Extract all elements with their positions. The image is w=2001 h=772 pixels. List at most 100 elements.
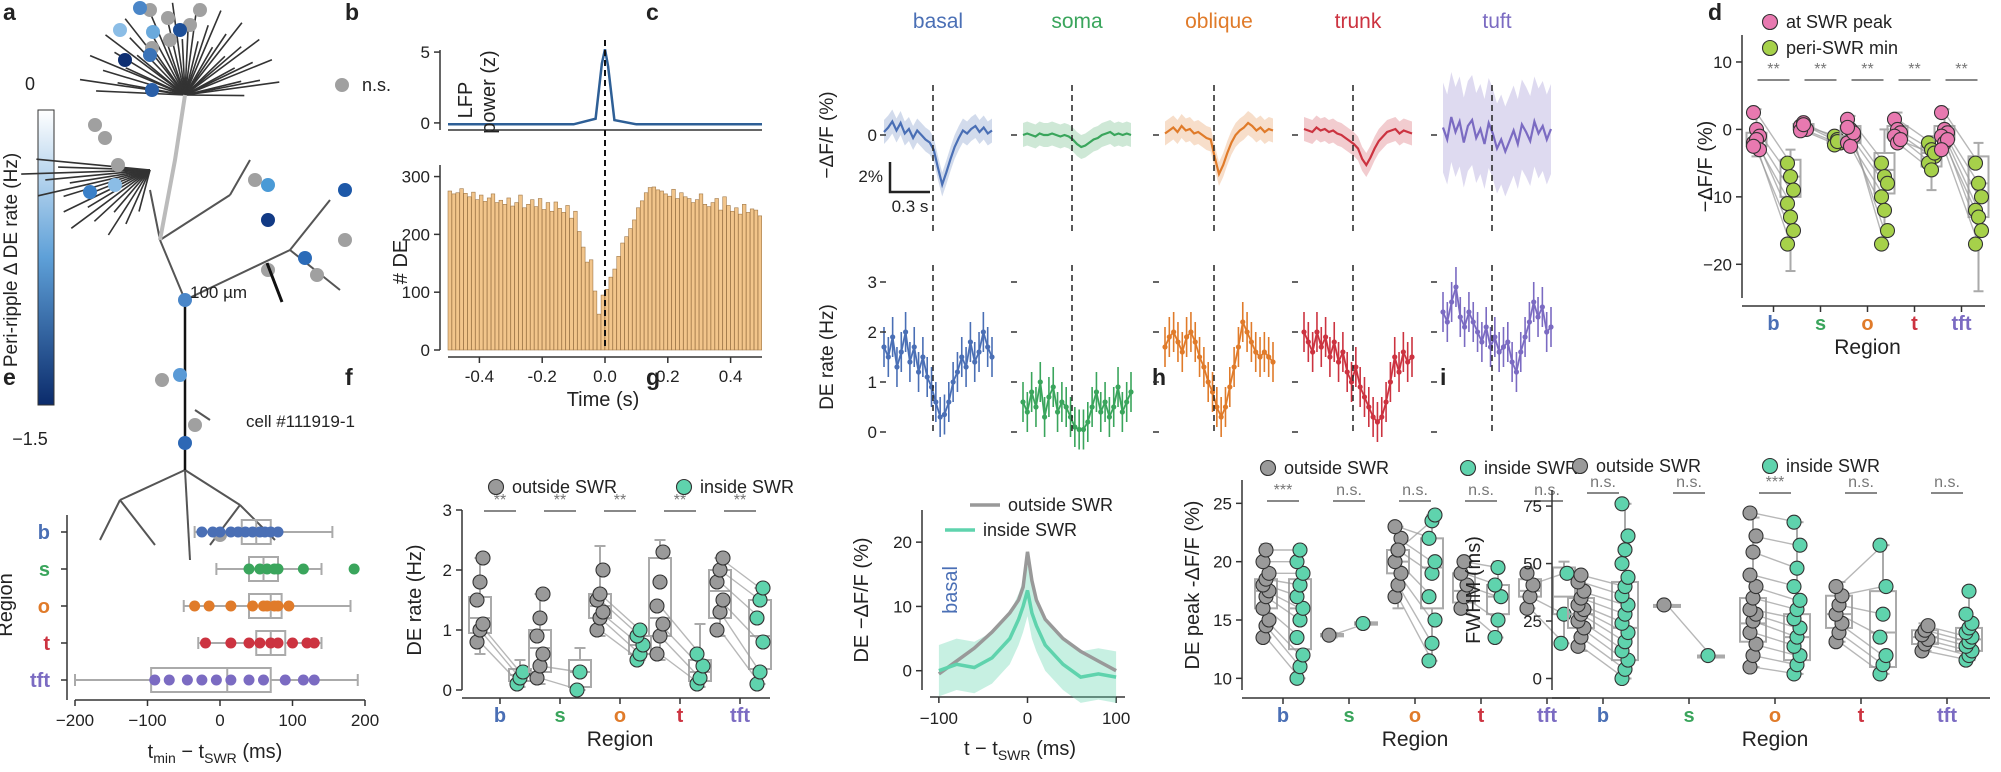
cell-id-label: cell #111919-1 (246, 412, 355, 431)
site-dot (261, 178, 275, 192)
data-point (203, 600, 215, 612)
histogram-bar (565, 205, 570, 351)
site-dot-ns (310, 268, 324, 282)
histogram-bar (588, 259, 594, 351)
panel-letter: d (1708, 0, 1722, 25)
category-label-tft: tft (1937, 705, 1957, 727)
hist-x-tick-label: -0.4 (465, 367, 494, 386)
trace-error-band (1304, 115, 1412, 177)
tuft-branch (184, 3, 199, 96)
dendrite-branch (289, 199, 331, 251)
histogram-bar (663, 193, 668, 351)
legend-label: peri-SWR min (1786, 38, 1898, 58)
data-point (695, 658, 711, 674)
data-point (1842, 138, 1859, 154)
data-point (535, 586, 551, 602)
data-point (149, 674, 161, 686)
legend-ns-label: n.s. (362, 75, 391, 95)
pair-line (1752, 597, 1798, 611)
histogram-bar (494, 202, 500, 351)
data-point (535, 646, 551, 662)
data-point (1879, 223, 1896, 239)
data-point (1261, 612, 1277, 628)
g-y-tick-label: 10 (893, 597, 912, 616)
data-point (1920, 618, 1936, 634)
data-point (569, 682, 585, 698)
histogram-bar (592, 290, 598, 351)
scale-x-label: 0.3 s (892, 197, 929, 216)
data-point (1970, 209, 1987, 225)
colorbar-max-label: 0 (25, 74, 35, 94)
panel-letter: e (3, 364, 16, 390)
g-x-tick-label: 0 (1023, 709, 1032, 728)
g-xlabel-part: t − t (964, 738, 998, 760)
histogram-bar (483, 201, 488, 351)
data-point (1876, 202, 1893, 218)
e-x-tick-label: 0 (215, 711, 224, 730)
sig-label: n.s. (1848, 474, 1874, 491)
tuft-branch (184, 25, 209, 96)
site-dot-ns (161, 11, 175, 25)
data-point (1789, 560, 1805, 576)
hist-x-tick-label: 0.0 (593, 367, 617, 386)
category-label-s: s (39, 559, 50, 581)
tuft-branch (184, 81, 280, 96)
data-point (1292, 542, 1308, 558)
data-point (1656, 597, 1672, 613)
histogram-bar (671, 188, 676, 351)
pair-line (1580, 636, 1626, 670)
sig-label: ** (614, 492, 626, 509)
data-point (1427, 612, 1443, 628)
y-tick-label: −10 (1703, 188, 1732, 207)
dendrite-branch (149, 189, 161, 241)
legend-label: inside SWR (1484, 458, 1578, 478)
legend-marker (1459, 459, 1477, 477)
histogram-bar (506, 197, 511, 351)
lfp-ylabel-2: power (z) (478, 50, 500, 133)
ylabel: DE peak -ΔF/F (%) (1182, 501, 1204, 670)
legend-ns-dot (335, 78, 349, 92)
data-point (258, 674, 269, 686)
g-xlabel: t − tSWR (ms) (964, 738, 1076, 763)
site-dot (173, 23, 187, 37)
hist-y-tick-label: 0 (421, 341, 430, 360)
histogram-bar (632, 219, 637, 351)
data-point (655, 616, 671, 632)
pair-line (719, 599, 761, 643)
tuft-branch (96, 90, 186, 96)
region-title-soma: soma (1051, 10, 1103, 33)
y-tick-label: 25 (1523, 612, 1542, 631)
histogram-bar (714, 198, 719, 351)
histogram-bar (510, 205, 515, 351)
pair-line (1755, 146, 1792, 245)
category-label-t: t (1858, 705, 1865, 727)
c-bottom-ytick-label: 0 (868, 423, 877, 442)
histogram-bar (691, 202, 696, 351)
tuft-branch (184, 55, 226, 96)
histogram-bar (702, 204, 708, 351)
y-tick-label: 2 (443, 561, 452, 580)
xlabel: Region (1834, 336, 1901, 359)
site-dot-ns (98, 131, 112, 145)
data-point (715, 550, 731, 566)
data-point (1459, 577, 1475, 593)
data-point (1786, 579, 1802, 595)
histogram-bar (742, 204, 747, 351)
y-tick-label: 1 (443, 621, 452, 640)
data-point (287, 637, 298, 649)
pair-line (1580, 597, 1626, 615)
legend-label: inside SWR (700, 477, 794, 497)
histogram-bar (683, 196, 688, 351)
colorbar (37, 109, 55, 406)
lfp-ylabel-1: LFP (455, 82, 477, 119)
data-point (225, 637, 237, 649)
histogram-bar (726, 205, 731, 351)
y-tick-label: 3 (443, 501, 452, 520)
data-point (308, 637, 320, 649)
pair-line (1265, 625, 1301, 668)
data-point (1782, 209, 1799, 225)
site-dot (143, 48, 157, 62)
site-dot (298, 251, 312, 265)
histogram-bar (628, 228, 633, 351)
site-dot (146, 25, 160, 39)
